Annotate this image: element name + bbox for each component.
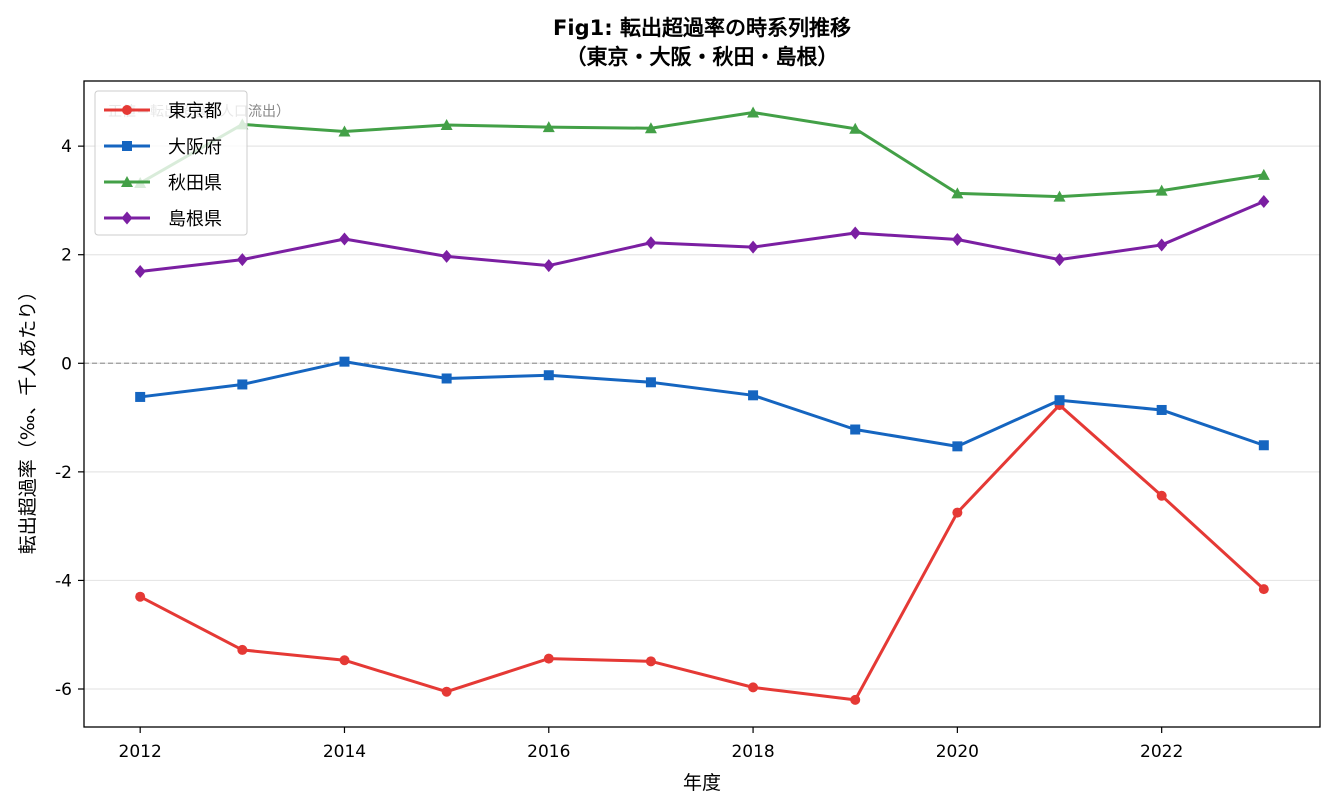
data-point: [951, 233, 963, 247]
data-point: [849, 122, 862, 134]
legend-item: 東京都: [104, 101, 222, 122]
x-tick-label: 2022: [1140, 742, 1183, 762]
y-tick-label: 4: [61, 137, 72, 157]
data-point: [1156, 404, 1167, 415]
data-point: [134, 265, 146, 279]
y-tick-label: 2: [61, 246, 72, 266]
x-axis-label: 年度: [683, 772, 721, 794]
data-point: [645, 377, 656, 388]
data-point: [339, 356, 350, 367]
legend-item: 大阪府: [104, 137, 222, 158]
legend-label: 秋田県: [168, 173, 222, 194]
data-point: [440, 118, 453, 130]
data-point: [951, 187, 964, 199]
series-3: [134, 106, 1270, 202]
data-point: [338, 125, 351, 137]
y-tick-label: -4: [55, 571, 72, 591]
y-axis-ticks: -6 -4 -2 0 2 4: [55, 137, 84, 700]
data-point: [1053, 190, 1066, 202]
data-point: [441, 373, 452, 384]
data-point: [1155, 184, 1168, 196]
legend-marker: [122, 141, 132, 151]
x-tick-label: 2016: [527, 742, 570, 762]
series-line: [139, 360, 1265, 448]
legend-marker: [122, 105, 132, 115]
data-point: [441, 686, 452, 697]
data-point: [644, 122, 657, 134]
x-axis-ticks: 2012 2014 2016 2018 2020 2022: [119, 727, 1183, 762]
plot-area-frame: [83, 80, 1321, 728]
data-point: [237, 379, 248, 390]
data-point: [1258, 440, 1269, 451]
legend-label: 大阪府: [168, 137, 222, 158]
series-4: [134, 195, 1270, 279]
chart-title-line1: Fig1: 転出超過率の時系列推移: [553, 16, 851, 40]
data-point: [645, 656, 656, 667]
data-point: [236, 253, 248, 267]
data-point: [1258, 584, 1269, 595]
series-line: [140, 200, 1265, 274]
x-tick-label: 2012: [119, 742, 162, 762]
series-group: [134, 106, 1270, 705]
data-point: [441, 249, 453, 263]
data-point: [542, 121, 555, 133]
series-line: [139, 403, 1265, 702]
data-point: [748, 682, 759, 693]
data-point: [850, 694, 861, 705]
legend-label: 島根県: [168, 209, 222, 230]
y-tick-label: 0: [61, 354, 72, 374]
data-point: [135, 591, 146, 602]
y-axis-label: 転出超過率（‰、千人あたり）: [17, 282, 39, 555]
data-point: [849, 226, 861, 240]
data-point: [952, 441, 963, 452]
legend-box: [94, 90, 248, 236]
data-point: [1258, 195, 1270, 209]
y-tick-label: -6: [55, 680, 72, 700]
data-point: [339, 655, 350, 666]
chart-title-line2: （東京・大阪・秋田・島根）: [566, 45, 839, 69]
legend-marker: [121, 211, 133, 225]
grid-lines: [84, 145, 1320, 690]
series-1: [135, 400, 1269, 705]
data-point: [1156, 238, 1168, 252]
data-point: [1156, 490, 1167, 501]
data-point: [543, 653, 554, 664]
data-point: [338, 232, 350, 246]
y-tick-label: -2: [55, 463, 72, 483]
data-point: [237, 644, 248, 655]
data-point: [543, 259, 555, 273]
data-point: [135, 391, 146, 402]
series-2: [135, 356, 1269, 452]
data-point: [1257, 168, 1270, 180]
data-point: [543, 370, 554, 381]
series-line: [139, 110, 1265, 199]
legend-marker: [121, 176, 133, 187]
legend-label: 東京都: [168, 101, 222, 122]
data-point: [747, 240, 759, 254]
data-point: [645, 236, 657, 250]
x-tick-label: 2018: [731, 742, 774, 762]
legend-item: 島根県: [104, 209, 222, 230]
data-point: [747, 106, 760, 118]
data-point: [1054, 253, 1066, 267]
data-point: [748, 390, 759, 401]
x-tick-label: 2014: [323, 742, 366, 762]
data-point: [952, 507, 963, 518]
x-tick-label: 2020: [936, 742, 979, 762]
data-point: [1054, 395, 1065, 406]
data-point: [850, 424, 861, 435]
legend-item: 秋田県: [104, 173, 222, 194]
